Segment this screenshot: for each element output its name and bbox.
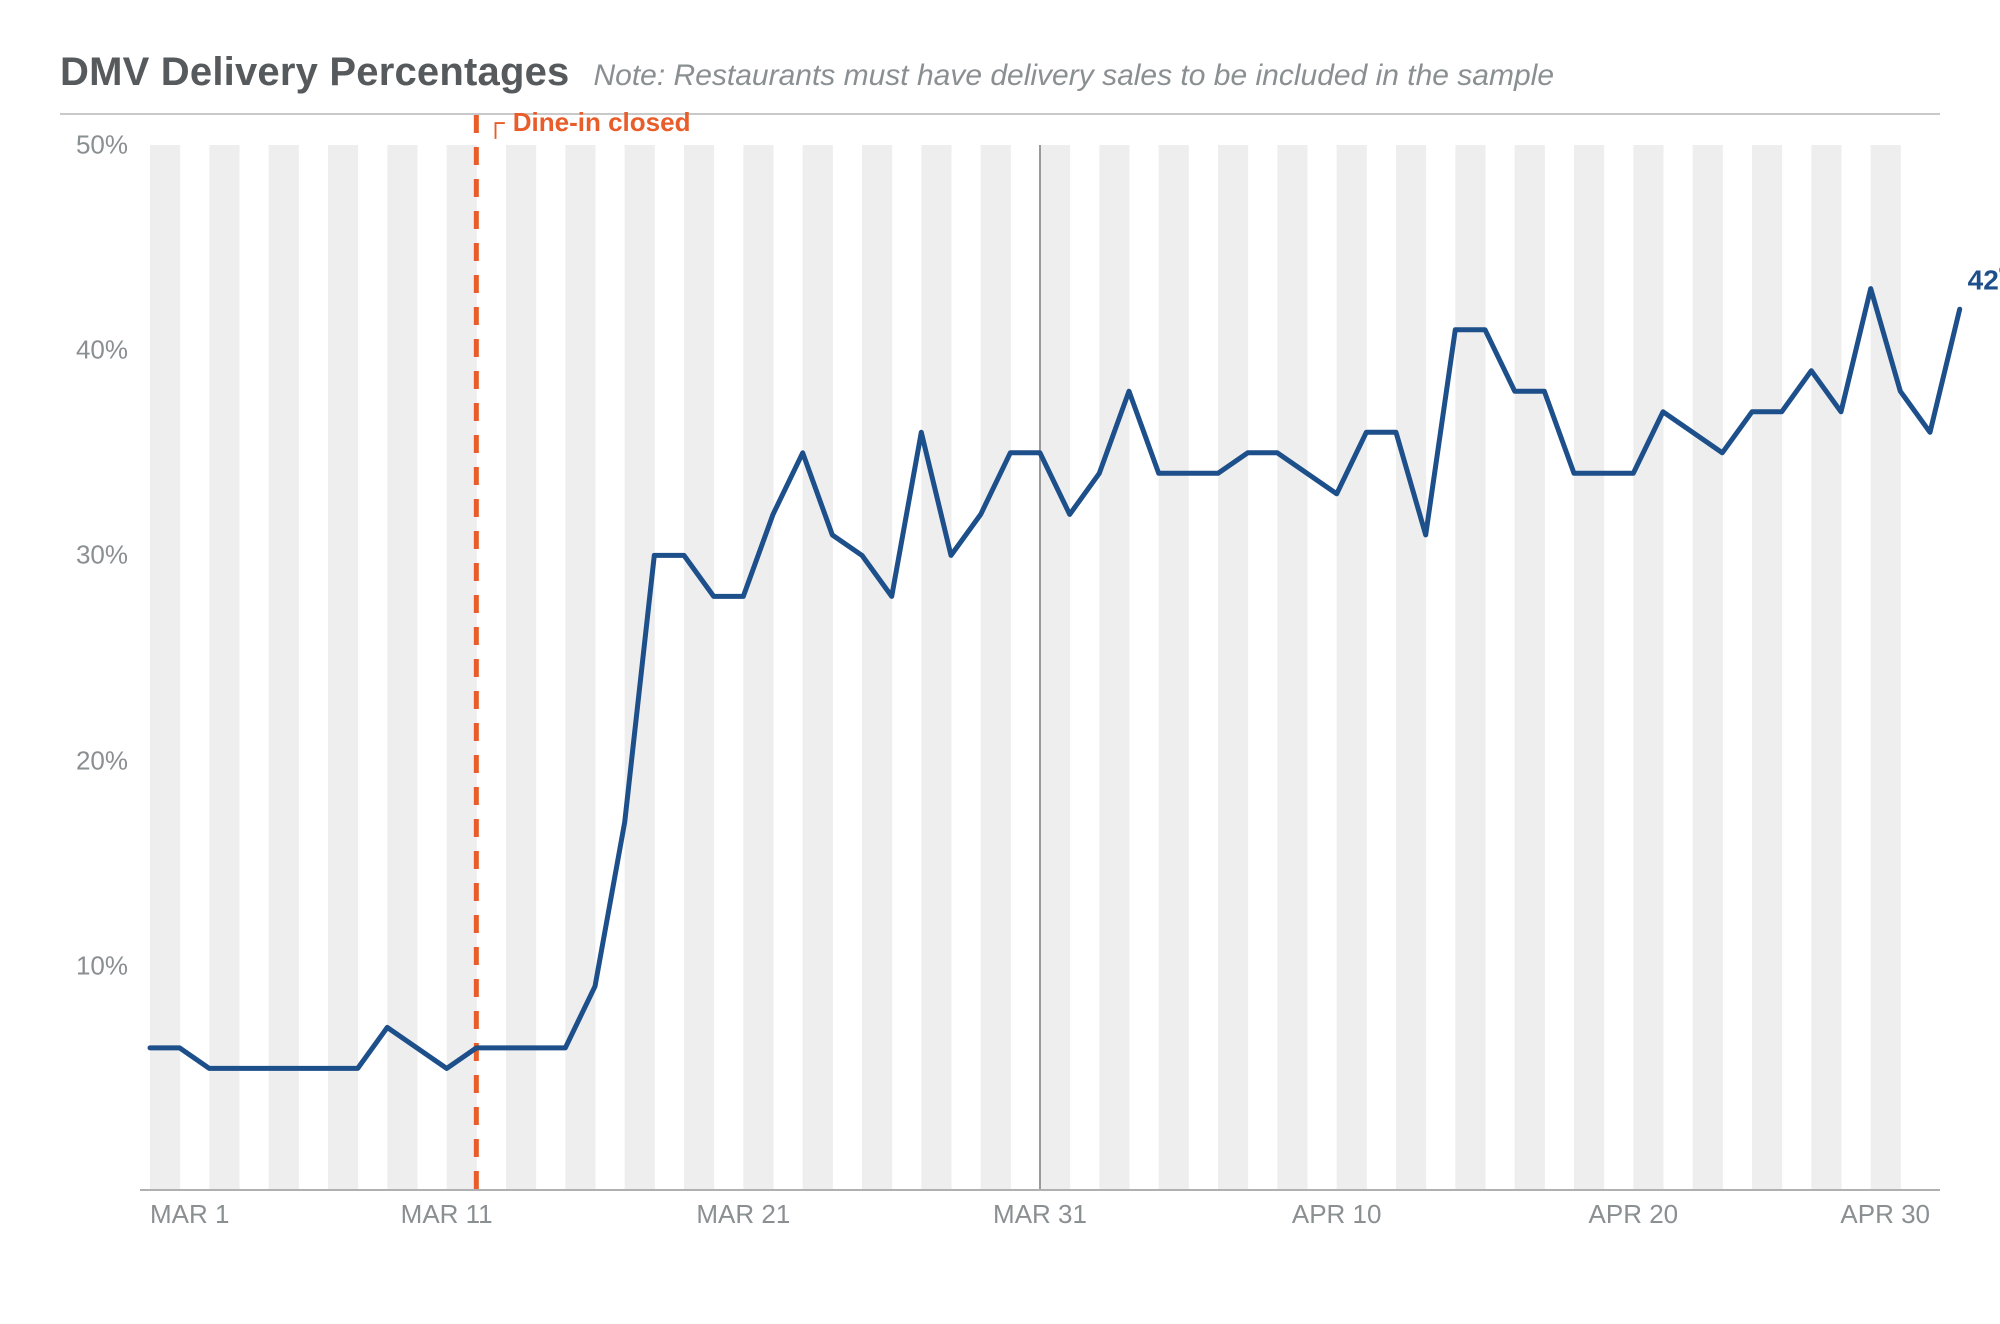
y-tick-label: 10% — [76, 950, 128, 981]
y-axis: 10% 20% 30% 40% 50% — [60, 125, 140, 1245]
chart-subtitle: Note: Restaurants must have delivery sal… — [594, 59, 1555, 93]
chart-svg — [140, 125, 1940, 1189]
plot-area: ┌Dine-in closed 42% — [140, 125, 1940, 1191]
end-value-number: 42 — [1968, 264, 1999, 295]
event-annotation: ┌ Dine-in closed — [486, 107, 690, 138]
chart-title: DMV Delivery Percentages — [60, 50, 570, 95]
y-tick-label: 40% — [76, 335, 128, 366]
x-axis: MAR 1 MAR 11 MAR 21 MAR 31 APR 10 APR 20 APR 3… — [140, 1191, 1940, 1245]
x-tick-label: MAR 31 — [993, 1199, 1087, 1230]
plot-outer: 10% 20% 30% 40% 50% ┌Dine-in closed 42% MAR … — [60, 125, 1940, 1245]
x-tick-label: MAR 11 — [401, 1199, 493, 1230]
y-tick-label: 50% — [76, 130, 128, 161]
flag-icon: ┌ — [486, 107, 504, 138]
x-tick-label: MAR 1 — [150, 1199, 229, 1230]
end-value-label: 42% — [1968, 263, 2000, 296]
title-row: DMV Delivery Percentages Note: Restauran… — [60, 50, 1940, 115]
event-label: Dine-in closed — [513, 107, 691, 137]
y-tick-label: 30% — [76, 540, 128, 571]
x-tick-label: MAR 21 — [696, 1199, 790, 1230]
x-tick-label: APR 30 — [1840, 1199, 1930, 1230]
y-tick-label: 20% — [76, 745, 128, 776]
x-tick-label: APR 20 — [1589, 1199, 1679, 1230]
chart-container: DMV Delivery Percentages Note: Restauran… — [0, 0, 2000, 1324]
x-tick-label: APR 10 — [1292, 1199, 1382, 1230]
